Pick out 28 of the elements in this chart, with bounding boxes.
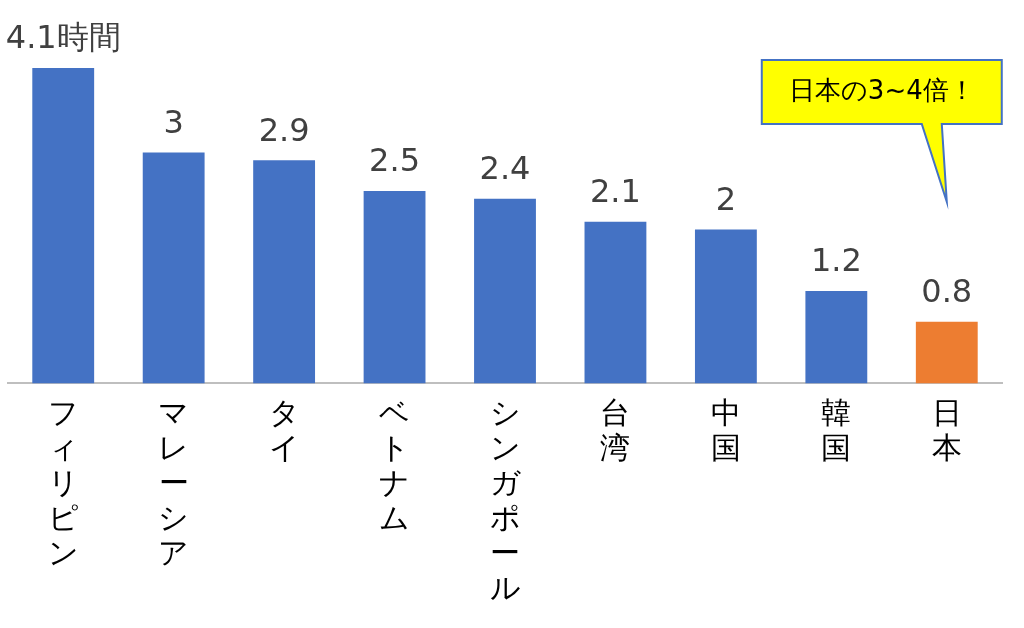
annotation: 日本の3~4倍！ bbox=[788, 74, 975, 105]
data-label: 2.1 bbox=[590, 172, 641, 211]
x-tick-label: タイ bbox=[268, 394, 300, 465]
bar bbox=[474, 198, 536, 384]
x-tick-label: 韓国 bbox=[821, 394, 852, 465]
data-label: 2.9 bbox=[258, 110, 310, 149]
x-tick-label: 中国 bbox=[710, 394, 741, 465]
bar bbox=[363, 191, 426, 384]
x-tick-label: 日本 bbox=[931, 394, 962, 465]
bar bbox=[142, 152, 205, 384]
x-tick-label: マレーシア bbox=[158, 394, 190, 571]
data-label: 3 bbox=[163, 102, 184, 141]
data-label: 4.1時間 bbox=[5, 18, 121, 57]
x-tick-label: シンガポール bbox=[489, 394, 521, 606]
bar bbox=[915, 321, 978, 384]
data-label: 1.2 bbox=[810, 241, 862, 280]
bar bbox=[584, 221, 647, 384]
data-label: 2.4 bbox=[479, 149, 531, 188]
bar bbox=[694, 229, 757, 384]
bar bbox=[253, 160, 316, 384]
x-tick-label: 台湾 bbox=[600, 394, 631, 465]
x-tick-label: ベトナム bbox=[379, 394, 411, 536]
x-tick-label: フィリピン bbox=[47, 394, 79, 571]
bar bbox=[805, 291, 868, 384]
data-label: 2.5 bbox=[369, 141, 420, 180]
data-label: 2 bbox=[715, 179, 737, 218]
bar bbox=[32, 68, 95, 384]
data-label: 0.8 bbox=[921, 272, 973, 311]
